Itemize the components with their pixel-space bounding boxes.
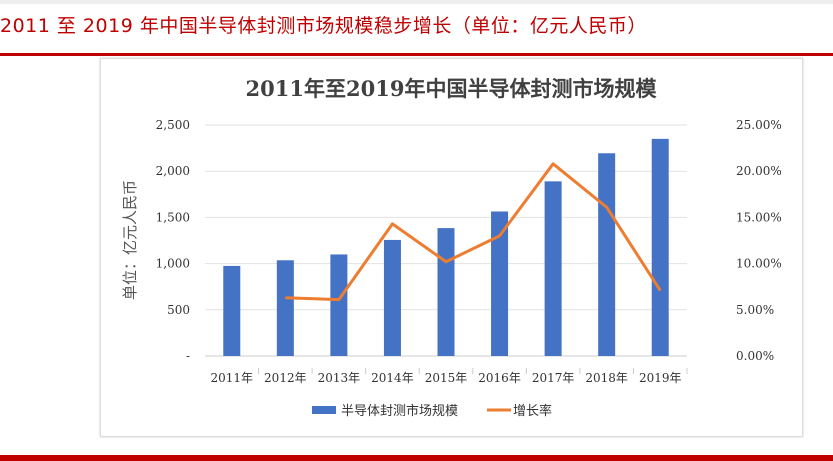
growth-point [552,163,554,165]
right-tick-label: 15.00% [736,210,782,224]
legend: 半导体封测市场规模 增长率 [312,403,552,419]
bar [383,239,401,356]
bar [544,181,562,356]
section-heading: 2011 至 2019 年中国半导体封测市场规模稳步增长（单位：亿元人民币） [0,15,647,37]
right-tick-label: 0.00% [736,349,774,363]
growth-point [391,223,393,225]
growth-point [659,289,661,291]
left-tick-label: - [186,349,190,363]
bar [598,153,616,356]
growth-point [338,299,340,301]
x-tick-label: 2019年 [639,371,682,385]
left-tick-label: 2,500 [156,118,190,132]
growth-point [606,206,608,208]
x-tick-label: 2013年 [318,371,361,385]
divider-top [0,53,833,56]
legend-bar-label: 半导体封测市场规模 [341,403,458,419]
growth-point [445,261,447,263]
growth-line [285,162,662,302]
bar [651,138,669,356]
left-tick-label: 1,000 [156,257,190,271]
divider-bottom [0,455,833,461]
x-tick-label: 2012年 [264,371,307,385]
left-tick-label: 2,000 [156,164,190,178]
left-tick-label: 1,500 [156,210,190,224]
chart-title: 2011年至2019年中国半导体封测市场规模 [246,76,658,101]
right-tick-label: 10.00% [736,257,782,271]
right-tick-label: 20.00% [736,164,782,178]
top-bar [0,0,833,4]
left-tick-label: 500 [167,303,190,317]
legend-bar-swatch [312,406,336,414]
growth-point [499,235,501,237]
x-tick-label: 2018年 [585,371,628,385]
growth-point [284,297,286,299]
bar [276,260,294,356]
x-tick-label: 2011年 [211,371,254,385]
bar [330,254,348,356]
x-tick-label: 2014年 [371,371,414,385]
x-tick-label: 2016年 [478,371,521,385]
x-tick-label: 2015年 [425,371,468,385]
right-tick-label: 5.00% [736,303,774,317]
x-tick-label: 2017年 [532,371,575,385]
bar [437,228,455,356]
right-tick-label: 25.00% [736,118,782,132]
bar [491,211,509,356]
bar [223,265,241,356]
y-axis-label: 单位：亿元人民币 [121,180,139,300]
legend-line-label: 增长率 [513,403,552,419]
